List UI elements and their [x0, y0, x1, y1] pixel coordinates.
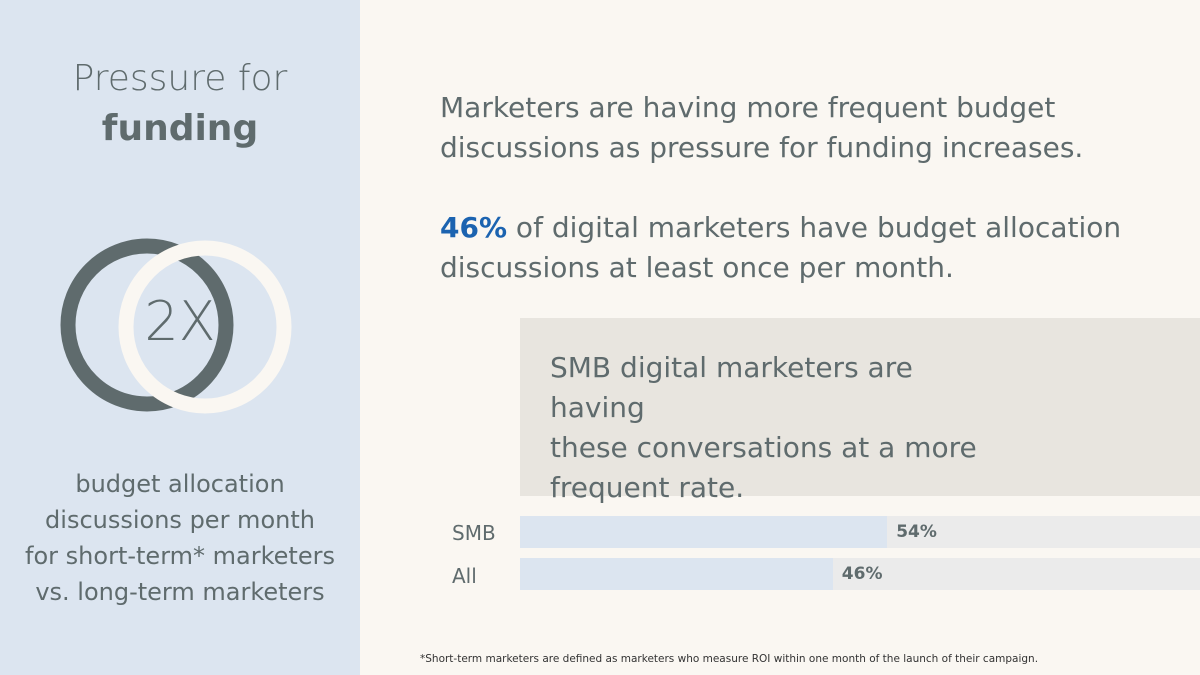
bar-value-smb: 54%: [896, 522, 937, 542]
left-caption-line: vs. long-term marketers: [35, 578, 325, 606]
bar-track-all: 46%: [520, 558, 1200, 590]
dark-ring: [60, 238, 234, 412]
stat-line: discussions at least once per month.: [440, 251, 954, 284]
left-caption: budget allocation discussions per month …: [0, 466, 360, 610]
left-panel: Pressure for funding 2X budget allocatio…: [0, 0, 360, 675]
page-title-line1: Pressure for: [72, 58, 288, 99]
callout-line: SMB digital marketers are having: [550, 351, 913, 424]
stat-line: 46% of digital marketers have budget all…: [440, 208, 1140, 248]
bar-label-smb: SMB: [452, 521, 496, 545]
bar-value-all: 46%: [841, 564, 883, 584]
multiplier-stat: 2X: [144, 290, 216, 353]
stat-rest: of digital marketers have budget allocat…: [507, 211, 1122, 244]
bar-fill-all: [520, 558, 833, 590]
light-ring: [118, 240, 292, 414]
callout-box: SMB digital marketers are having these c…: [520, 318, 1200, 504]
bar-fill-smb: [520, 516, 888, 548]
intro-line: discussions as pressure for funding incr…: [440, 131, 1084, 164]
stat-text: 46% of digital marketers have budget all…: [440, 208, 1140, 288]
callout-line: these conversations at a more: [550, 431, 977, 464]
intro-line: Marketers are having more frequent budge…: [440, 91, 1056, 124]
left-caption-line: budget allocation: [75, 470, 285, 498]
stat-highlight: 46%: [440, 211, 508, 244]
callout-text: SMB digital marketers are having these c…: [550, 348, 1010, 508]
bar-track-smb: 54%: [520, 516, 1200, 548]
bar-label-all: All: [452, 564, 477, 588]
page-title-line2: funding: [101, 108, 259, 149]
overlapping-rings-icon: [60, 238, 292, 414]
left-caption-line: discussions per month: [45, 506, 315, 534]
footnote: *Short-term marketers are defined as mar…: [420, 653, 1039, 665]
intro-text: Marketers are having more frequent budge…: [440, 88, 1140, 168]
left-caption-line: for short-term* marketers: [25, 542, 335, 570]
callout-line: frequent rate.: [550, 471, 745, 504]
